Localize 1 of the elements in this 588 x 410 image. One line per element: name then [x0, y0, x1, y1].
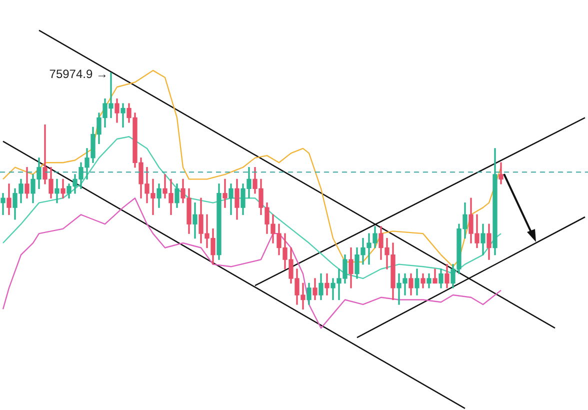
annotation: 75974.9 →: [49, 67, 108, 82]
